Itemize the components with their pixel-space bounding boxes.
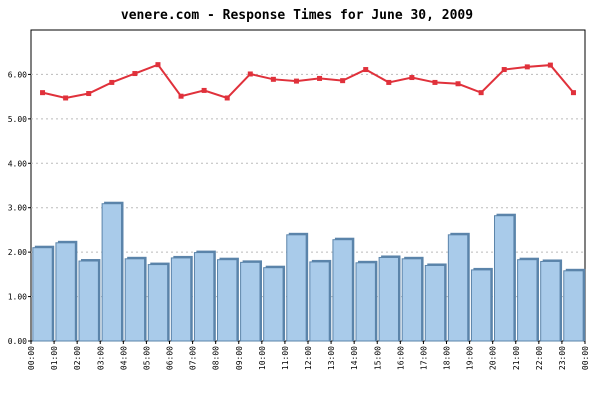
bar — [55, 242, 76, 342]
x-tick-label: 08:00 — [212, 346, 221, 370]
bar — [401, 258, 423, 342]
line-path — [42, 63, 575, 100]
line-point — [501, 67, 507, 73]
line-point — [340, 78, 346, 84]
x-tick-label: 12:00 — [304, 346, 313, 370]
x-tick-label: 15:00 — [373, 346, 382, 370]
x-tick-label: 06:00 — [166, 346, 175, 370]
bar — [470, 269, 492, 342]
x-tick-label: 04:00 — [119, 346, 128, 370]
bar — [563, 270, 584, 342]
x-tick-label: 07:00 — [189, 346, 198, 370]
line-point — [293, 78, 299, 84]
line-point — [63, 95, 69, 101]
y-tick-label: 1.00 — [8, 293, 27, 302]
x-tick-label: 01:00 — [50, 346, 59, 370]
bar — [309, 261, 330, 342]
bar — [32, 247, 53, 342]
y-tick-label: 2.00 — [8, 248, 27, 257]
bar — [101, 203, 122, 342]
x-tick-label: 22:00 — [535, 346, 544, 370]
bar — [263, 267, 284, 342]
x-tick-label: 00:00 — [27, 346, 36, 370]
line-point — [455, 81, 461, 87]
x-tick-label: 03:00 — [96, 346, 105, 370]
y-tick-label: 0.00 — [8, 337, 27, 346]
bar — [78, 260, 99, 342]
line-point — [409, 75, 415, 81]
line-point — [432, 79, 438, 85]
bar — [170, 257, 192, 342]
bar — [378, 256, 399, 342]
x-tick-label: 19:00 — [466, 346, 475, 370]
x-tick-label: 20:00 — [489, 346, 498, 370]
chart-title: venere.com - Response Times for June 30,… — [121, 8, 473, 23]
x-tick-label: 00:00 — [581, 346, 590, 370]
x-tick-label: 11:00 — [281, 346, 290, 370]
bar — [286, 234, 307, 342]
bar — [447, 234, 469, 342]
line-point — [178, 93, 184, 99]
bar — [124, 258, 146, 342]
bar — [147, 264, 169, 342]
y-tick-label: 4.00 — [8, 159, 27, 168]
line-point — [386, 79, 392, 85]
bar — [193, 252, 215, 342]
line-point — [547, 62, 553, 68]
line-point — [224, 95, 230, 101]
y-tick-label: 3.00 — [8, 204, 27, 213]
y-axis-ticks: 0.00 1.00 2.00 3.00 4.00 5.00 6.00 — [8, 70, 31, 346]
bar — [424, 264, 446, 342]
x-tick-label: 16:00 — [396, 346, 405, 370]
line-point — [201, 87, 207, 93]
x-tick-label: 13:00 — [327, 346, 336, 370]
x-tick-label: 14:00 — [350, 346, 359, 370]
line-point — [570, 90, 576, 96]
line-point — [132, 71, 138, 77]
line-point — [363, 67, 369, 73]
bar — [217, 259, 238, 342]
y-tick-label: 6.00 — [8, 70, 27, 79]
x-tick-label: 10:00 — [258, 346, 267, 370]
bar — [332, 239, 353, 342]
bar-series — [32, 201, 586, 342]
x-axis-ticks: 00:00 01:00 02:00 03:00 04:00 05:00 06:00 07:00… — [27, 341, 590, 370]
line-point — [155, 62, 161, 68]
x-tick-label: 02:00 — [73, 346, 82, 370]
bar — [240, 261, 261, 342]
line-point — [478, 90, 484, 96]
line-point — [40, 90, 46, 96]
x-tick-label: 21:00 — [512, 346, 521, 370]
y-tick-label: 5.00 — [8, 115, 27, 124]
bar — [494, 215, 515, 342]
line-point — [317, 75, 323, 81]
line-point — [524, 64, 530, 70]
x-tick-label: 17:00 — [419, 346, 428, 370]
x-tick-label: 18:00 — [443, 346, 452, 370]
line-series — [40, 62, 576, 101]
line-point — [86, 91, 92, 97]
line-point — [109, 79, 115, 85]
line-point — [247, 71, 253, 77]
bar — [540, 260, 561, 342]
x-tick-label: 23:00 — [558, 346, 567, 370]
x-tick-label: 09:00 — [235, 346, 244, 370]
line-point — [270, 76, 276, 82]
bar — [517, 259, 538, 342]
x-tick-label: 05:00 — [142, 346, 151, 370]
bar — [355, 262, 376, 342]
